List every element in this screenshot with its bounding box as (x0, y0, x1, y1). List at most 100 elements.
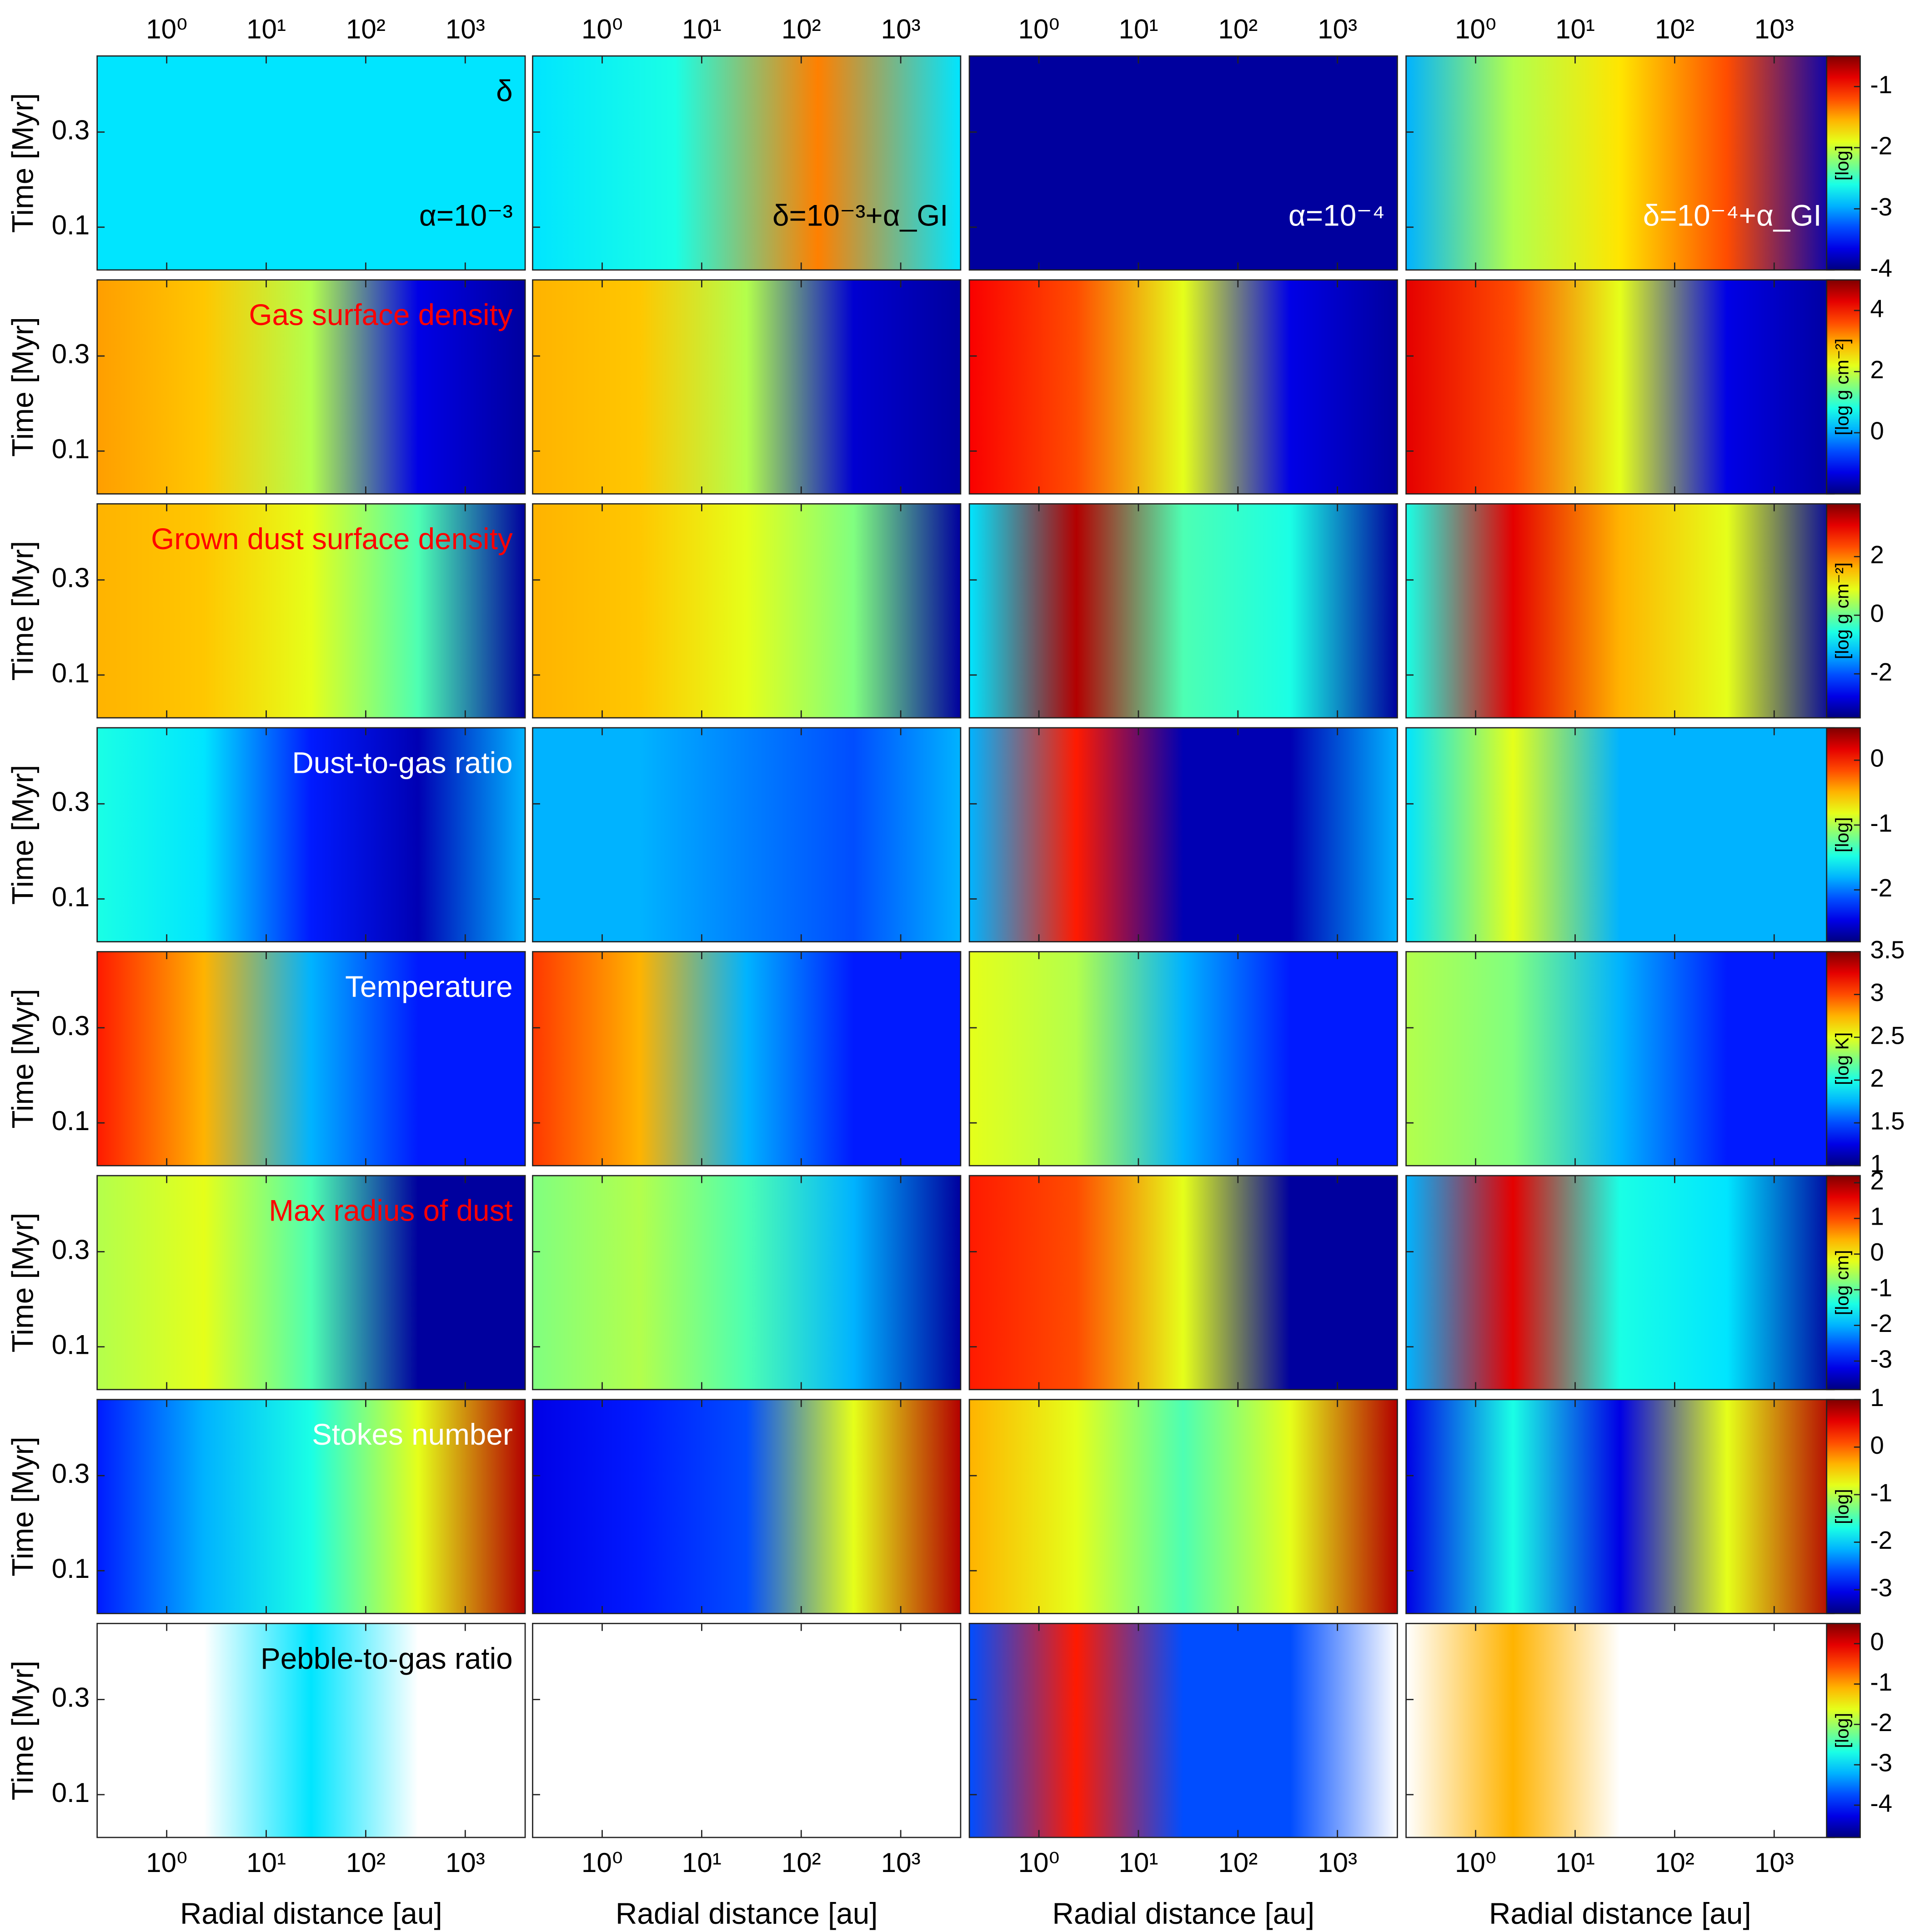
x-tick-label: 10⁰ (146, 1847, 187, 1878)
heatmap (532, 727, 961, 942)
heatmap (969, 951, 1398, 1166)
x-tick-label: 10³ (1318, 14, 1357, 44)
row-label: Temperature (345, 970, 513, 1003)
colorbar-tick-label: 0 (1870, 416, 1884, 445)
colorbar-label: [log] (1831, 145, 1852, 181)
heatmap (97, 1399, 526, 1614)
colorbar (1826, 1399, 1861, 1614)
x-tick-label: 10⁰ (1455, 1847, 1496, 1878)
colorbar-label: [log] (1831, 817, 1852, 853)
colorbar-label: [log] (1831, 1489, 1852, 1524)
x-tick-label: 10² (1218, 14, 1258, 44)
x-tick-label: 10² (346, 1847, 386, 1878)
x-tick-label: 10⁰ (582, 14, 623, 44)
colorbar-tick-label: -2 (1870, 658, 1892, 686)
colorbar-tick-label: 0 (1870, 744, 1884, 772)
row-label: δ (496, 75, 513, 108)
x-tick-label: 10³ (881, 1847, 921, 1878)
colorbar-tick-label: -1 (1870, 809, 1892, 837)
heatmap (97, 1176, 526, 1390)
colorbar-tick-label: 3.5 (1870, 936, 1905, 964)
colorbar-tick-label: -3 (1870, 1574, 1892, 1602)
colorbar-tick-label: 2 (1870, 541, 1884, 569)
y-tick-label: 0.1 (52, 1777, 90, 1808)
x-tick-label: 10² (346, 14, 386, 44)
colorbar-tick-label: -3 (1870, 193, 1892, 221)
panel-frame (968, 1175, 1398, 1391)
colorbar (1826, 1622, 1861, 1838)
x-tick-label: 10² (782, 14, 821, 44)
colorbar-tick-label: -3 (1870, 1749, 1892, 1777)
panel-frame (968, 503, 1398, 719)
colorbar-label: [log] (1831, 1713, 1852, 1748)
x-tick-label: 10² (1655, 14, 1694, 44)
colorbar-label: [log g cm⁻²] (1831, 338, 1852, 435)
heatmap (1406, 727, 1835, 942)
colorbar-tick-label: -1 (1870, 70, 1892, 99)
column-label: α=10⁻³ (419, 199, 513, 232)
x-tick-label: 10² (782, 1847, 821, 1878)
colorbar (1826, 55, 1861, 271)
panel-frame (96, 1399, 526, 1614)
colorbar-tick-label: 2 (1870, 1166, 1884, 1195)
x-tick-label: 10⁰ (582, 1847, 623, 1878)
colorbar (1826, 951, 1861, 1166)
row-label: Dust-to-gas ratio (292, 746, 512, 779)
panel-frame (96, 951, 526, 1166)
panel-frame (96, 1175, 526, 1391)
panel-frame (532, 279, 962, 495)
x-tick-label: 10⁰ (1018, 1847, 1060, 1878)
heatmap (1406, 280, 1835, 494)
y-tick-label: 0.1 (52, 210, 90, 240)
panel-frame (532, 503, 962, 719)
y-tick-label: 0.3 (52, 1458, 90, 1489)
colorbar (1826, 727, 1861, 943)
colorbar-tick-label: 4 (1870, 294, 1884, 322)
heatmap (532, 56, 961, 270)
y-tick-label: 0.3 (52, 1682, 90, 1713)
panel-frame (532, 1399, 962, 1614)
colorbar-tick-label: 3 (1870, 978, 1884, 1006)
y-axis-label: Time [Myr] (6, 1661, 39, 1801)
y-tick-label: 0.1 (52, 1553, 90, 1584)
y-axis-label: Time [Myr] (6, 317, 39, 457)
panel-frame (968, 55, 1398, 271)
y-tick-label: 0.3 (52, 563, 90, 593)
y-tick-label: 0.3 (52, 339, 90, 369)
panel-frame (968, 951, 1398, 1166)
colorbar (1826, 279, 1861, 495)
colorbar-tick-label: -4 (1870, 1789, 1892, 1817)
panel-frame (532, 951, 962, 1166)
heatmap (532, 951, 961, 1166)
colorbar-tick-label: 0 (1870, 1431, 1884, 1459)
x-tick-label: 10³ (446, 1847, 485, 1878)
colorbar-tick-label: 2.5 (1870, 1021, 1905, 1049)
x-tick-label: 10¹ (682, 1847, 722, 1878)
heatmap (1406, 1399, 1835, 1614)
colorbar-tick-label: -1 (1870, 1478, 1892, 1507)
y-tick-label: 0.3 (52, 786, 90, 817)
colorbar-tick-label: -1 (1870, 1668, 1892, 1696)
panel-frame (96, 727, 526, 943)
colorbar-tick-label: 1.5 (1870, 1107, 1905, 1135)
colorbar-tick-label: 1 (1870, 1383, 1884, 1411)
panel-frame (532, 1622, 962, 1838)
x-tick-label: 10³ (1755, 14, 1794, 44)
colorbar-tick-label: -2 (1870, 1526, 1892, 1554)
y-axis-label: Time [Myr] (6, 1436, 39, 1577)
heatmap (97, 951, 526, 1166)
y-tick-label: 0.1 (52, 1106, 90, 1136)
heatmap (969, 1176, 1398, 1390)
heatmap (969, 280, 1398, 494)
panel-frame (968, 727, 1398, 943)
heatmap (532, 1176, 961, 1390)
colorbar-tick-label: -4 (1870, 254, 1892, 282)
colorbar-tick-label: 1 (1870, 1202, 1884, 1231)
colorbar-tick-label: -2 (1870, 874, 1892, 902)
colorbar-tick-label: 1 (1870, 1150, 1884, 1178)
row-label: Stokes number (312, 1418, 513, 1451)
heatmap (1406, 951, 1835, 1166)
colorbar-label: [log cm] (1831, 1250, 1852, 1316)
